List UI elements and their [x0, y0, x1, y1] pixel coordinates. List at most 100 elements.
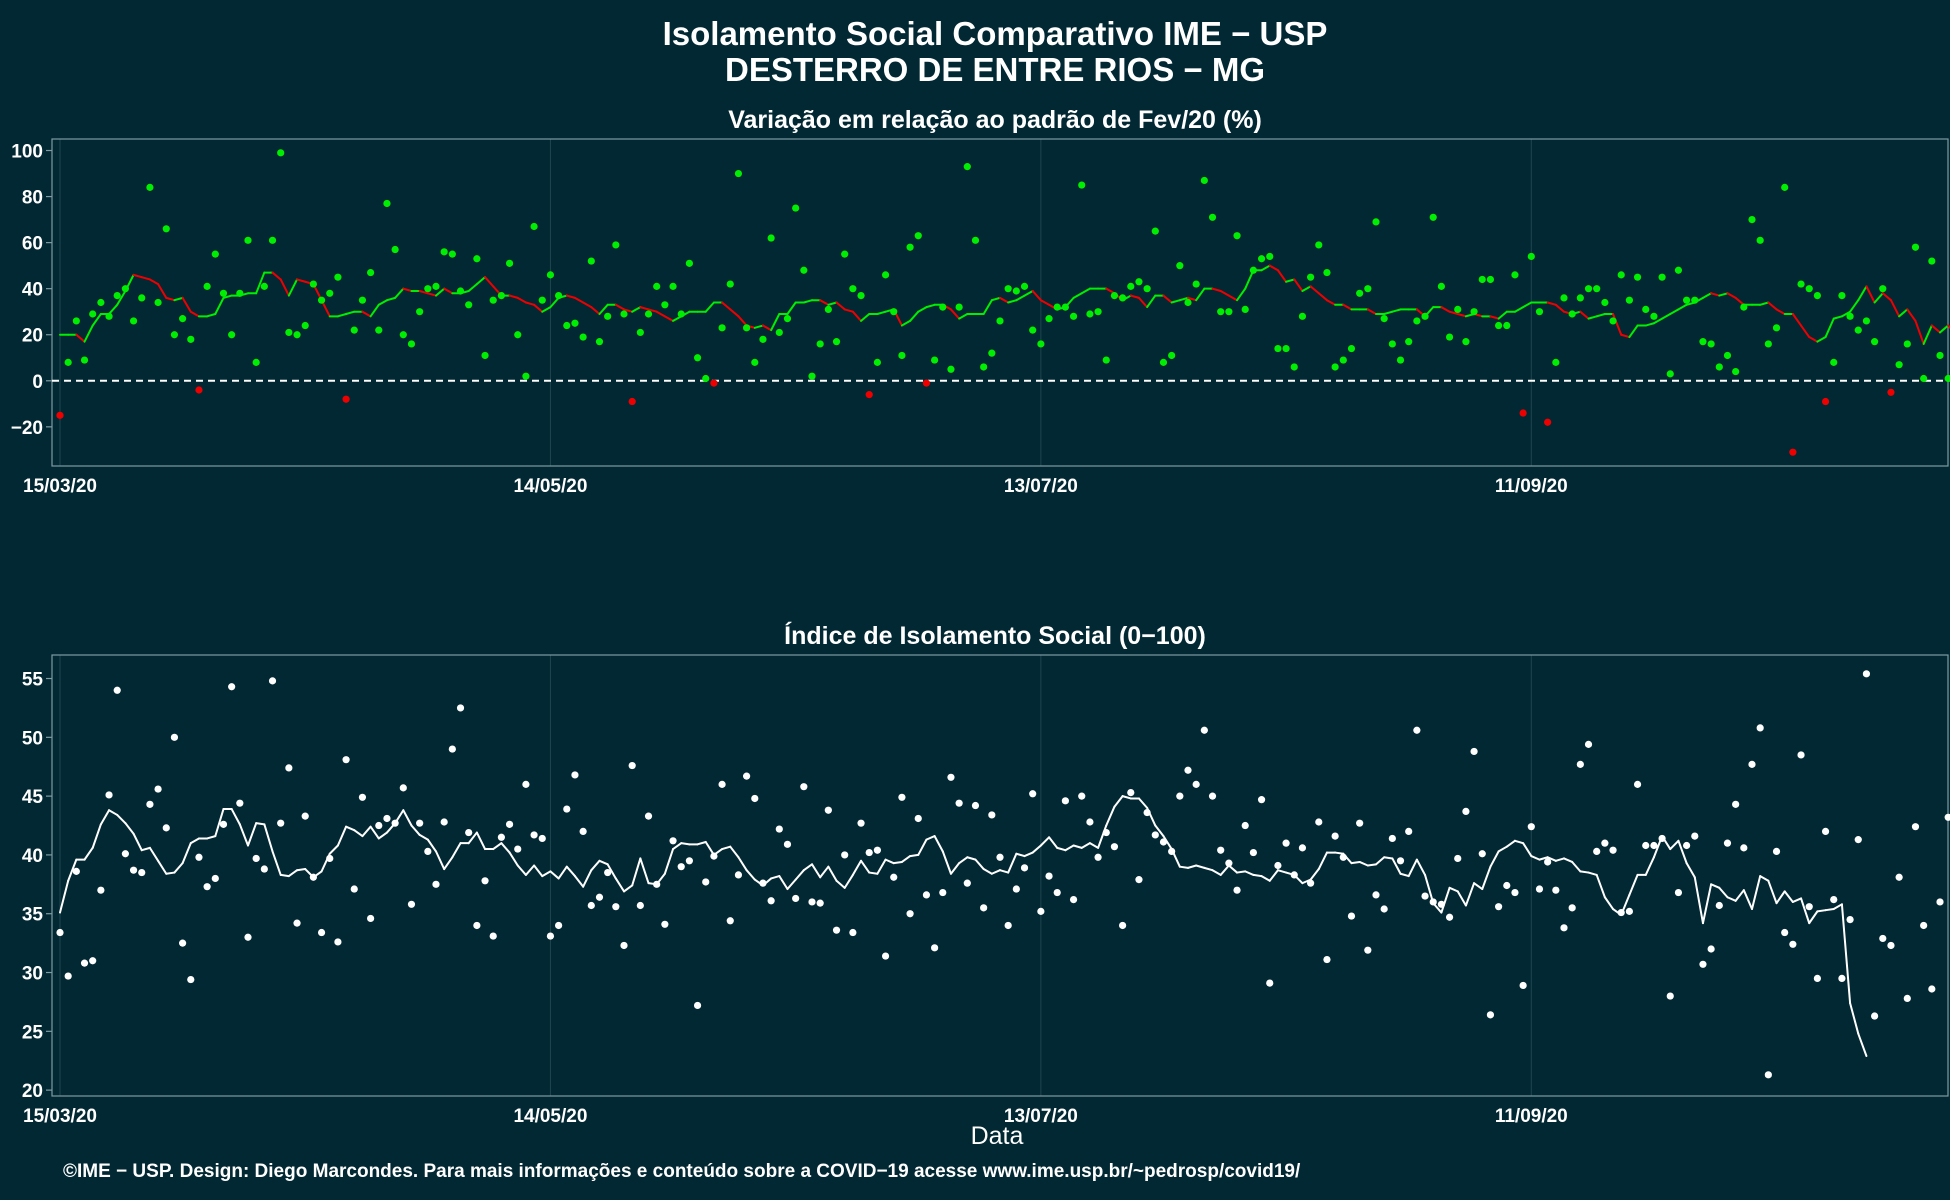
- trend-line-segment: [157, 859, 168, 875]
- trend-line-segment: [1137, 296, 1149, 309]
- trend-line-segment: [1187, 864, 1198, 869]
- data-point: [1184, 766, 1192, 774]
- data-point: [890, 308, 898, 316]
- data-point: [743, 324, 751, 332]
- trend-line-segment: [1448, 886, 1459, 893]
- data-point: [1029, 790, 1037, 798]
- data-point: [988, 811, 996, 819]
- trend-line-segment: [484, 276, 495, 288]
- trend-line-segment: [1710, 883, 1721, 889]
- data-point: [1372, 218, 1380, 226]
- data-point: [465, 828, 473, 837]
- trend-line-segment: [843, 873, 854, 889]
- trend-line-segment: [1195, 864, 1206, 869]
- data-point: [301, 321, 309, 330]
- trend-line-segment: [1546, 301, 1557, 306]
- trend-line-segment: [958, 313, 969, 320]
- trend-line-segment: [1325, 299, 1337, 306]
- data-point: [1887, 388, 1895, 396]
- trend-line-segment: [1407, 858, 1418, 878]
- data-point: [1053, 303, 1061, 311]
- trend-line-segment: [917, 838, 928, 856]
- data-point: [211, 874, 219, 883]
- data-point: [187, 975, 195, 984]
- data-point: [1691, 296, 1699, 304]
- trend-line-segment: [1791, 897, 1803, 903]
- data-point: [342, 756, 350, 764]
- data-point: [914, 232, 922, 240]
- data-point: [1012, 885, 1020, 893]
- data-point: [1307, 879, 1315, 887]
- data-point: [906, 910, 914, 918]
- data-point: [1715, 363, 1723, 371]
- data-point: [1764, 1071, 1772, 1079]
- data-point: [1037, 340, 1045, 348]
- trend-line-segment: [181, 842, 192, 865]
- data-point: [808, 898, 816, 906]
- data-point: [1846, 916, 1854, 924]
- data-point: [228, 331, 236, 339]
- data-point: [546, 932, 555, 940]
- data-point: [1495, 903, 1503, 911]
- data-point: [1756, 724, 1764, 732]
- y-tick-label: 25: [22, 1022, 44, 1043]
- data-point: [1862, 670, 1871, 678]
- data-point: [1584, 740, 1593, 748]
- data-point: [947, 773, 955, 781]
- data-point: [563, 321, 571, 330]
- trend-line-segment: [778, 875, 789, 891]
- data-point: [1650, 312, 1658, 320]
- data-point: [881, 952, 890, 960]
- trend-line-segment: [549, 296, 560, 309]
- x-tick-label: 13/07/20: [1004, 476, 1078, 497]
- data-point: [653, 880, 661, 888]
- trend-line-segment: [508, 851, 519, 867]
- data-point: [1135, 278, 1143, 286]
- trend-line-segment: [140, 846, 151, 852]
- data-point: [1805, 903, 1813, 911]
- trend-line-segment: [1849, 299, 1860, 313]
- data-point: [702, 878, 710, 886]
- data-point: [1290, 363, 1298, 371]
- data-point: [154, 298, 162, 307]
- trend-line-segment: [680, 842, 691, 846]
- x-tick-label: 13/07/20: [1004, 1106, 1078, 1127]
- data-point: [1854, 326, 1862, 334]
- trend-line-segment: [1358, 860, 1369, 867]
- data-point: [644, 310, 653, 318]
- trend-line-segment: [909, 310, 920, 322]
- trend-line-segment: [982, 299, 993, 316]
- trend-line-segment: [925, 303, 936, 309]
- data-point: [628, 397, 636, 406]
- data-point: [326, 289, 334, 297]
- data-point: [857, 819, 865, 827]
- data-point: [1715, 901, 1723, 910]
- trend-line-segment: [1710, 292, 1721, 297]
- data-point: [1674, 888, 1683, 897]
- data-point: [1445, 333, 1454, 341]
- data-point: [1225, 859, 1233, 867]
- trend-line-segment: [1178, 865, 1189, 869]
- trend-line-segment: [696, 840, 707, 846]
- trend-line-segment: [516, 296, 527, 304]
- trend-line-segment: [1383, 310, 1394, 316]
- data-point: [448, 745, 456, 753]
- trend-line-segment: [1693, 876, 1704, 925]
- data-point: [587, 257, 595, 265]
- data-point: [211, 250, 219, 258]
- trend-line-segment: [990, 869, 1001, 875]
- trend-line-segment: [1644, 322, 1655, 327]
- trend-line-segment: [173, 296, 184, 302]
- data-point: [1372, 891, 1380, 899]
- data-point: [268, 236, 277, 244]
- data-point: [1805, 285, 1813, 293]
- data-point: [89, 957, 97, 965]
- data-point: [146, 800, 154, 808]
- data-point: [767, 234, 775, 242]
- data-point: [1830, 358, 1838, 366]
- trend-line-segment: [1113, 795, 1124, 808]
- data-point: [604, 312, 612, 320]
- data-point: [571, 771, 579, 779]
- data-point: [751, 358, 759, 366]
- trend-line-segment: [1546, 856, 1557, 862]
